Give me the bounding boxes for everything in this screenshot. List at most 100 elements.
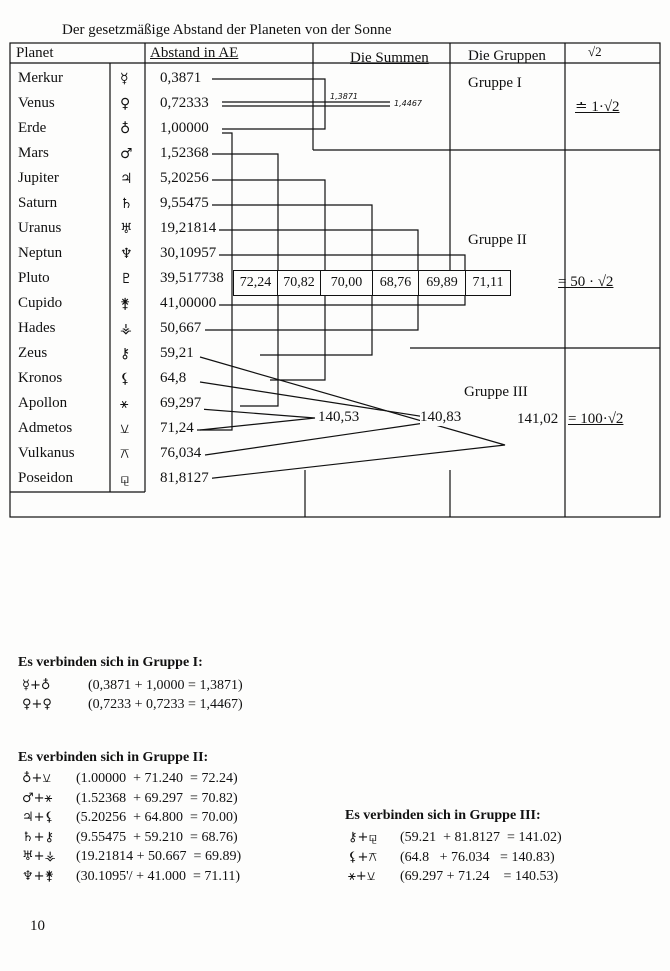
gruppe2-factor: = 50 · √2 [558, 274, 614, 290]
equation: (19.21814 + 50.667 = 69.89) [76, 849, 242, 864]
equation-symbols: ♃+⚸ [22, 810, 55, 825]
planet-distance: 0,72333 [160, 95, 212, 112]
gruppe3-sum: 140,53 [318, 409, 360, 426]
planet-name: Pluto [18, 270, 50, 286]
planet-name: Admetos [18, 420, 73, 436]
planet-distance: 69,297 [160, 395, 205, 412]
planet-name: Vulkanus [18, 445, 75, 461]
table-frame [9, 42, 661, 518]
equation-symbols: ♁+⚺ [22, 771, 52, 786]
header-summen: Die Summen [350, 50, 429, 66]
planet-distance: 50,667 [160, 320, 205, 337]
equation-symbols: ♀+♀ [22, 697, 52, 712]
planet-name: Poseidon [18, 470, 74, 486]
planet-name: Neptun [18, 245, 63, 261]
planet-name: Kronos [18, 370, 63, 386]
planet-symbol-icon: ♃ [120, 171, 133, 187]
connector-apollon [240, 296, 279, 407]
equation-symbols: ♆+⚵ [22, 868, 55, 884]
gruppe1-label: Gruppe I [468, 75, 522, 91]
planet-symbol-icon: ⚻ [120, 446, 130, 462]
planet-symbol-icon: ♄ [120, 196, 133, 212]
sum-box: 69,89 [418, 270, 466, 296]
equation: (64.8 + 76.034 = 140.83) [400, 849, 555, 865]
connector-merkur-erde [212, 78, 326, 130]
equation-symbols: ⚷+⚼ [348, 830, 378, 845]
gruppe1-factor: ≐ 1·√2 [575, 99, 620, 115]
equation-symbols: ⚸+⚻ [348, 849, 378, 865]
planet-distance: 59,21 [160, 345, 197, 362]
planet-distance: 19,21814 [160, 220, 220, 237]
planet-name: Venus [18, 95, 55, 111]
planet-symbol-icon: ♂ [120, 146, 133, 162]
connector-cupido [210, 296, 466, 306]
connector-erde-admetos [196, 132, 233, 431]
equation: (59.21 + 81.8127 = 141.02) [400, 830, 562, 845]
connector-jupiter [205, 179, 326, 270]
planet-name: Merkur [18, 70, 63, 86]
planet-distance: 1,52368 [160, 145, 212, 162]
connector-zeus [260, 296, 373, 356]
connector-kronos [270, 296, 326, 381]
planet-symbol-icon: ♀ [120, 96, 131, 112]
equation: (0,7233 + 0,7233 = 1,4467) [88, 697, 243, 712]
sum-box: 70,82 [277, 270, 321, 296]
equation-symbols: ♅+⚶ [22, 849, 56, 864]
gruppe3-factor: = 100·√2 [568, 411, 624, 427]
connector-zeus-poseidon [199, 356, 506, 480]
equation: (0,3871 + 1,0000 = 1,3871) [88, 678, 243, 693]
equation-symbols: ♂+⚹ [22, 790, 53, 806]
connector-uranus [215, 229, 419, 270]
equation: (5.20256 + 64.800 = 70.00) [76, 810, 238, 825]
gruppe3-sum: 140,83 [420, 409, 462, 426]
planet-distance: 0,3871 [160, 70, 205, 87]
header-planet: Planet [16, 45, 54, 61]
planet-distance: 30,10957 [160, 245, 220, 262]
gruppe3-notes-title: Es verbinden sich in Gruppe III: [345, 808, 541, 823]
planet-name: Mars [18, 145, 49, 161]
gruppe1-notes-title: Es verbinden sich in Gruppe I: [18, 655, 203, 670]
planet-distance: 76,034 [160, 445, 205, 462]
gruppe2-notes-title: Es verbinden sich in Gruppe II: [18, 750, 209, 765]
planet-symbol-icon: ♇ [120, 271, 133, 287]
gruppe3-sum: 141,02 [517, 411, 559, 427]
planet-distance: 71,24 [160, 420, 197, 437]
page-number: 10 [30, 918, 45, 934]
planet-distance: 9,55475 [160, 195, 212, 212]
planet-symbol-icon: ⚺ [120, 421, 130, 437]
planet-symbol-icon: ☿ [120, 71, 129, 87]
equation: (69.297 + 71.24 = 140.53) [400, 869, 559, 884]
planet-distance: 41,00000 [160, 295, 220, 312]
planet-distance: 5,20256 [160, 170, 212, 187]
planet-symbol-icon: ⚵ [120, 296, 131, 312]
planet-name: Hades [18, 320, 56, 336]
planet-distance: 64,8 [160, 370, 190, 387]
planet-symbol-icon: ⚼ [120, 471, 130, 487]
header-sqrt: √2 [588, 44, 602, 59]
planet-symbol-icon: ♅ [120, 221, 133, 237]
planet-symbol-icon: ♆ [120, 246, 133, 262]
connector-hades [205, 296, 419, 331]
planet-name: Uranus [18, 220, 62, 236]
equation: (1.00000 + 71.240 = 72.24) [76, 771, 238, 786]
planet-symbol-icon: ⚸ [120, 371, 131, 387]
sum-box: 70,00 [320, 270, 373, 296]
planet-symbol-icon: ♁ [120, 121, 131, 137]
connector-neptun [215, 254, 466, 270]
connector-mars [205, 153, 279, 270]
planet-name: Zeus [18, 345, 48, 361]
table-title: Der gesetzmäßige Abstand der Planeten vo… [62, 22, 392, 38]
equation-symbols: ♄+⚷ [22, 829, 55, 845]
planet-distance: 39,517738 [160, 270, 227, 287]
planet-name: Apollon [18, 395, 68, 411]
planet-distance: 1,00000 [160, 120, 212, 137]
planet-symbol-icon: ⚷ [120, 346, 131, 362]
sum-box: 68,76 [372, 270, 419, 296]
planet-symbol-icon: ⚶ [120, 321, 132, 337]
planet-name: Cupido [18, 295, 63, 311]
planet-name: Saturn [18, 195, 58, 211]
connector-saturn [205, 204, 373, 270]
equation: (30.1095'/ + 41.000 = 71.11) [76, 868, 241, 884]
equation: (1.52368 + 69.297 = 70.82) [76, 790, 238, 806]
